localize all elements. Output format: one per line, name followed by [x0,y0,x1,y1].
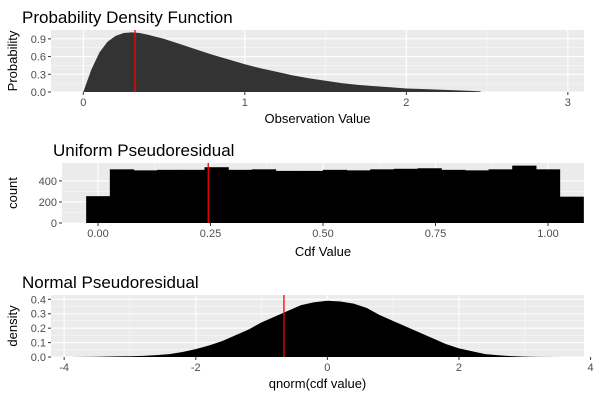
uniform-histogram-bar [251,169,277,223]
uniform-chart-title: Uniform Pseudoresidual [53,141,234,160]
normal-x-tick-label: -4 [59,362,69,374]
uniform-histogram-bar [228,169,253,223]
uniform-histogram-bar [180,169,206,223]
normal-y-tick-label: 0.1 [31,338,46,350]
pdf-x-tick-label: 3 [565,97,571,109]
uniform-y-tick-label: 400 [39,176,57,188]
uniform-x-axis-title: Cdf Value [295,244,351,259]
pdf-x-tick-label: 2 [403,97,409,109]
uniform-x-tick-label: 1.00 [537,228,558,240]
normal-y-tick-label: 0.4 [31,294,46,306]
pdf-x-axis-title: Observation Value [265,111,371,126]
uniform-histogram-bar [535,169,561,223]
uniform-histogram-bar [488,169,513,223]
pdf-y-tick-label: 0.6 [31,52,46,64]
uniform-x-tick-label: 0.00 [87,228,108,240]
uniform-x-tick-label: 0.75 [425,228,446,240]
pdf-y-tick-label: 0.3 [31,69,46,81]
normal-density-area [70,300,565,357]
uniform-histogram-bar [464,170,490,223]
uniform-histogram-bar [370,169,395,223]
uniform-histogram-bar [393,168,419,223]
uniform-histogram-bar [322,169,348,223]
uniform-y-tick-label: 0 [51,218,57,230]
normal-x-tick-label: -2 [191,362,201,374]
uniform-histogram-bar [346,170,371,223]
normal-chart-title: Normal Pseudoresidual [22,273,199,292]
normal-y-tick-label: 0.2 [31,323,46,335]
normal-x-tick-label: 4 [588,362,594,374]
uniform-histogram-bar [86,196,111,223]
uniform-histogram-bar [157,169,182,223]
normal-y-tick-label: 0.0 [31,352,46,364]
uniform-histogram-bar [109,169,135,223]
normal-y-tick-label: 0.3 [31,309,46,321]
normal-x-axis-title: qnorm(cdf value) [269,376,367,391]
uniform-histogram-bar [512,165,537,223]
uniform-y-tick-label: 200 [39,197,57,209]
uniform-histogram-bar [299,170,324,223]
uniform-x-tick-label: 0.50 [312,228,333,240]
pdf-x-tick-label: 1 [242,97,248,109]
uniform-y-axis-title: count [5,177,20,209]
pdf-y-tick-label: 0.0 [31,87,46,99]
pdf-x-tick-label: 0 [80,97,86,109]
normal-y-axis-title: density [5,305,20,347]
pdf-chart-title: Probability Density Function [22,8,233,27]
uniform-histogram-bar [133,170,158,223]
uniform-histogram-bar [441,169,466,223]
normal-x-tick-label: 2 [456,362,462,374]
pdf-y-tick-label: 0.9 [31,34,46,46]
uniform-histogram-bar [275,170,300,223]
normal-x-tick-label: 0 [324,362,330,374]
uniform-x-tick-label: 0.25 [200,228,221,240]
uniform-histogram-bar [417,168,442,223]
pdf-y-axis-title: Probability [5,30,20,91]
uniform-histogram-bar [559,196,584,223]
pdf-density-area [83,32,481,92]
